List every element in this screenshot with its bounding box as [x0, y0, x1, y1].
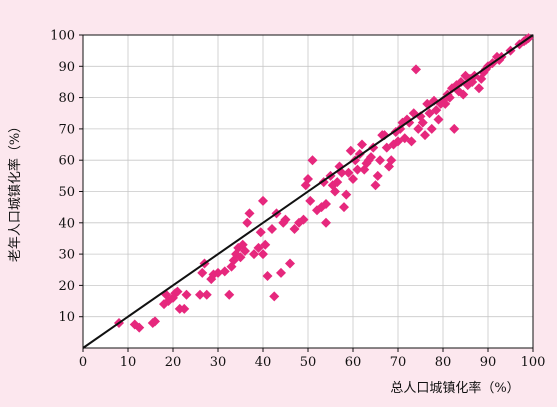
plot-area	[79, 33, 534, 352]
data-point	[249, 249, 259, 260]
data-point	[372, 170, 383, 181]
data-point	[219, 266, 230, 277]
data-point	[406, 136, 417, 147]
data-point	[276, 267, 286, 278]
y-tick-label: 70	[58, 122, 75, 137]
data-point	[357, 139, 367, 150]
data-point	[352, 164, 363, 175]
data-point	[179, 303, 190, 314]
data-point	[474, 83, 484, 94]
data-point	[348, 173, 358, 184]
y-tick-label: 30	[58, 248, 75, 263]
x-axis-title: 总人口城镇化率（%）	[390, 380, 519, 396]
y-tick-label: 10	[58, 310, 75, 325]
plot-frame	[82, 34, 534, 349]
data-points	[114, 33, 534, 333]
data-point	[269, 291, 280, 302]
data-point	[411, 64, 421, 75]
data-point	[321, 217, 331, 228]
data-point	[426, 123, 437, 134]
data-point	[150, 316, 160, 327]
data-point	[413, 123, 424, 134]
x-tick-label: 30	[210, 355, 227, 370]
y-tick-label: 80	[58, 91, 75, 106]
data-point	[375, 155, 385, 166]
y-axis-title: 老年人口城镇化率（%）	[7, 120, 23, 262]
data-point	[134, 322, 145, 333]
data-point	[345, 145, 356, 156]
data-point	[244, 208, 255, 219]
data-point	[262, 271, 273, 282]
data-point	[289, 224, 300, 235]
x-tick-label: 100	[521, 355, 546, 370]
data-point	[201, 289, 212, 300]
reference-diagonal-line	[82, 34, 534, 349]
data-point	[181, 289, 192, 300]
x-tick-label: 70	[390, 355, 407, 370]
data-point	[433, 114, 444, 125]
x-tick-label: 60	[345, 355, 362, 370]
data-point	[420, 130, 430, 141]
data-point	[330, 186, 340, 197]
x-tick-label: 80	[435, 355, 452, 370]
data-point	[260, 239, 271, 250]
y-tick-label: 100	[50, 29, 75, 44]
data-point	[343, 167, 354, 178]
x-tick-label: 90	[480, 355, 497, 370]
data-point	[195, 289, 205, 300]
data-point	[332, 177, 343, 188]
data-point	[258, 195, 268, 206]
data-point	[255, 227, 266, 238]
x-tick-label: 0	[79, 355, 87, 370]
axes	[79, 34, 534, 352]
data-point	[341, 189, 352, 200]
data-point	[440, 98, 451, 109]
data-point	[339, 202, 349, 213]
data-point	[240, 245, 250, 256]
y-tick-label: 20	[58, 279, 75, 294]
data-point	[213, 267, 223, 278]
data-point	[228, 255, 239, 266]
x-tick-label: 40	[255, 355, 272, 370]
tick-labels: 0 10 20 30 40 50 60 70 80 90 100 10 20 30 40 50 60 70 80 90…	[50, 29, 545, 371]
data-point	[242, 217, 253, 228]
x-tick-label: 50	[300, 355, 317, 370]
data-point	[458, 89, 469, 100]
y-tick-label: 40	[58, 216, 75, 231]
data-point	[280, 214, 291, 225]
data-point	[449, 123, 460, 134]
y-tick-label: 90	[58, 60, 75, 75]
data-point	[321, 199, 331, 210]
data-point	[303, 173, 313, 184]
data-point	[307, 155, 318, 166]
data-point	[197, 267, 208, 278]
data-point	[386, 155, 397, 166]
data-point	[366, 152, 376, 163]
x-tick-label: 20	[165, 355, 182, 370]
x-tick-label: 10	[120, 355, 137, 370]
data-point	[298, 214, 309, 225]
data-point	[431, 105, 442, 116]
data-point	[267, 224, 277, 235]
data-point	[370, 180, 381, 191]
data-point	[224, 289, 235, 300]
data-point	[417, 117, 428, 128]
data-point	[172, 286, 183, 297]
data-point	[235, 252, 246, 263]
data-point	[285, 258, 295, 269]
data-point	[258, 249, 268, 260]
y-tick-label: 60	[58, 154, 75, 169]
y-tick-label: 50	[58, 185, 75, 200]
data-point	[305, 195, 316, 206]
